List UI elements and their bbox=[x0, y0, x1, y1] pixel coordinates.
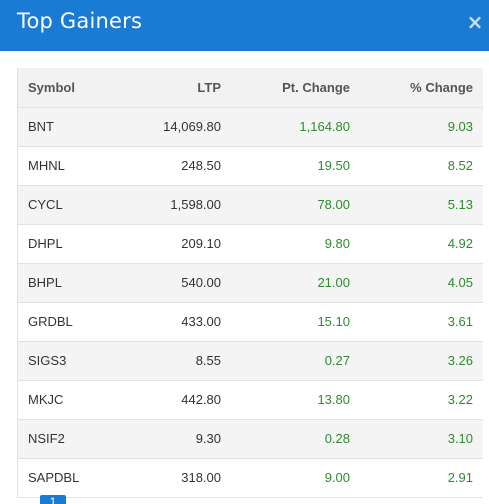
header-pt-change[interactable]: Pt. Change bbox=[231, 68, 360, 108]
header-symbol[interactable]: Symbol bbox=[18, 68, 110, 108]
cell-symbol: NSIF2 bbox=[18, 419, 110, 459]
cell-ltp: 248.50 bbox=[110, 146, 231, 186]
cell-pt-change: 19.50 bbox=[231, 146, 360, 186]
table-row[interactable]: NSIF2 9.30 0.28 3.10 bbox=[18, 419, 483, 459]
cell-pt-change: 13.80 bbox=[231, 380, 360, 420]
table-row[interactable]: MKJC 442.80 13.80 3.22 bbox=[18, 380, 483, 420]
cell-pt-change: 15.10 bbox=[231, 302, 360, 342]
cell-pt-change: 0.28 bbox=[231, 419, 360, 459]
table-header-row: Symbol LTP Pt. Change % Change bbox=[18, 68, 483, 108]
table-row[interactable]: SIGS3 8.55 0.27 3.26 bbox=[18, 341, 483, 381]
cell-pt-change: 9.80 bbox=[231, 224, 360, 264]
cell-ltp: 442.80 bbox=[110, 380, 231, 420]
table-row[interactable]: CYCL 1,598.00 78.00 5.13 bbox=[18, 185, 483, 225]
pagination: 1 bbox=[40, 495, 74, 504]
table-body: BNT 14,069.80 1,164.80 9.03 MHNL 248.50 19.50 8… bbox=[18, 107, 483, 498]
cell-pct-change: 3.10 bbox=[360, 419, 483, 459]
cell-pt-change: 21.00 bbox=[231, 263, 360, 303]
table-row[interactable]: BNT 14,069.80 1,164.80 9.03 bbox=[18, 107, 483, 147]
cell-pct-change: 3.61 bbox=[360, 302, 483, 342]
cell-symbol: BHPL bbox=[18, 263, 110, 303]
close-icon[interactable]: × bbox=[466, 10, 484, 34]
table-row[interactable]: BHPL 540.00 21.00 4.05 bbox=[18, 263, 483, 303]
table-row[interactable]: SAPDBL 318.00 9.00 2.91 bbox=[18, 458, 483, 498]
modal-header: Top Gainers × bbox=[0, 0, 489, 51]
table-row[interactable]: MHNL 248.50 19.50 8.52 bbox=[18, 146, 483, 186]
cell-ltp: 540.00 bbox=[110, 263, 231, 303]
cell-pt-change: 0.27 bbox=[231, 341, 360, 381]
cell-pt-change: 9.00 bbox=[231, 458, 360, 498]
cell-pct-change: 4.92 bbox=[360, 224, 483, 264]
cell-symbol: CYCL bbox=[18, 185, 110, 225]
cell-ltp: 14,069.80 bbox=[110, 107, 231, 147]
cell-pt-change: 78.00 bbox=[231, 185, 360, 225]
cell-symbol: BNT bbox=[18, 107, 110, 147]
cell-symbol: SAPDBL bbox=[18, 458, 110, 498]
cell-ltp: 1,598.00 bbox=[110, 185, 231, 225]
table-row[interactable]: DHPL 209.10 9.80 4.92 bbox=[18, 224, 483, 264]
cell-pct-change: 9.03 bbox=[360, 107, 483, 147]
cell-ltp: 433.00 bbox=[110, 302, 231, 342]
gainers-table-container: Symbol LTP Pt. Change % Change BNT 14,069… bbox=[17, 68, 483, 498]
cell-pct-change: 8.52 bbox=[360, 146, 483, 186]
cell-ltp: 318.00 bbox=[110, 458, 231, 498]
cell-ltp: 8.55 bbox=[110, 341, 231, 381]
cell-symbol: SIGS3 bbox=[18, 341, 110, 381]
header-pct-change[interactable]: % Change bbox=[360, 68, 483, 108]
cell-symbol: MHNL bbox=[18, 146, 110, 186]
cell-symbol: MKJC bbox=[18, 380, 110, 420]
cell-ltp: 9.30 bbox=[110, 419, 231, 459]
cell-ltp: 209.10 bbox=[110, 224, 231, 264]
table-row[interactable]: GRDBL 433.00 15.10 3.61 bbox=[18, 302, 483, 342]
header-ltp[interactable]: LTP bbox=[110, 68, 231, 108]
modal-title: Top Gainers bbox=[17, 9, 143, 33]
cell-pct-change: 3.26 bbox=[360, 341, 483, 381]
cell-pct-change: 3.22 bbox=[360, 380, 483, 420]
cell-symbol: DHPL bbox=[18, 224, 110, 264]
gainers-table: Symbol LTP Pt. Change % Change BNT 14,069… bbox=[18, 68, 483, 498]
cell-pct-change: 4.05 bbox=[360, 263, 483, 303]
cell-pct-change: 2.91 bbox=[360, 458, 483, 498]
cell-pt-change: 1,164.80 bbox=[231, 107, 360, 147]
cell-symbol: GRDBL bbox=[18, 302, 110, 342]
page-button-active[interactable]: 1 bbox=[40, 495, 66, 504]
cell-pct-change: 5.13 bbox=[360, 185, 483, 225]
